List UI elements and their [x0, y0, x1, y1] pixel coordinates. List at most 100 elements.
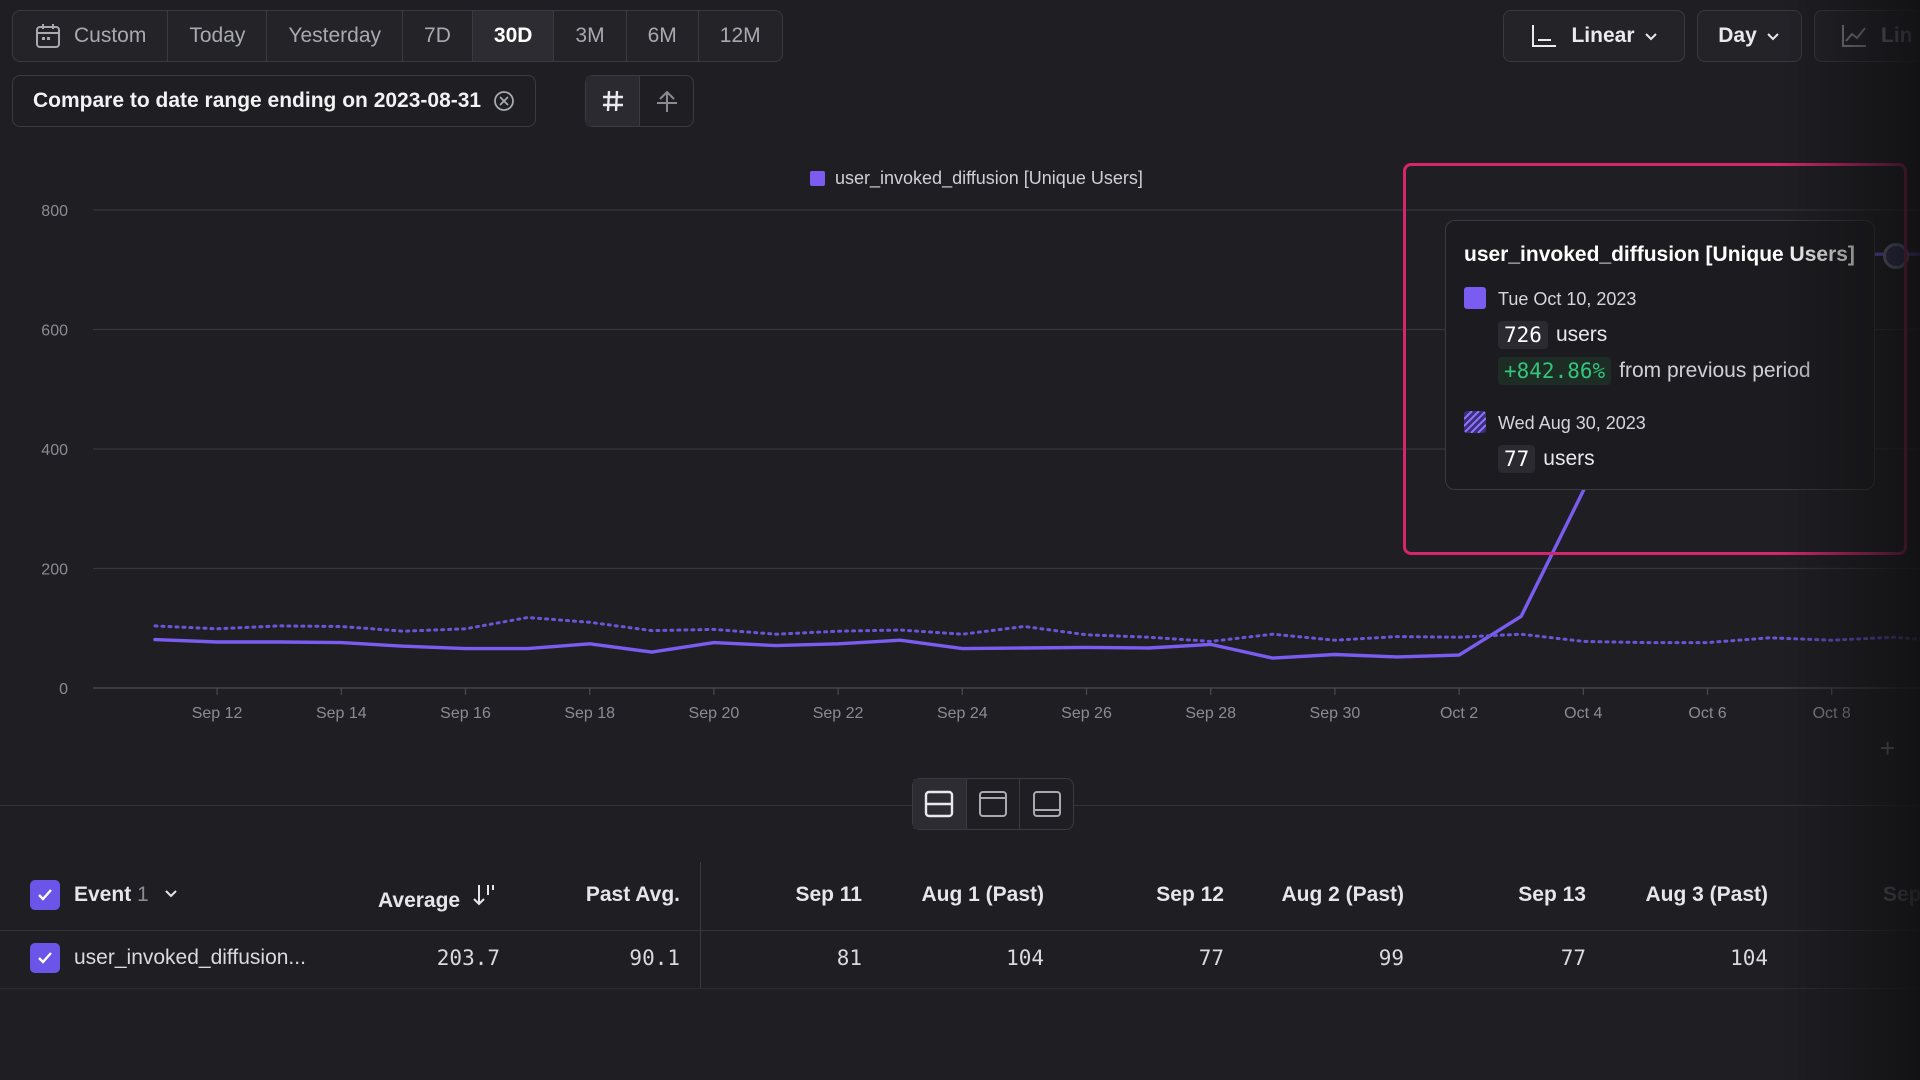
x-tick-label: Sep 18	[564, 705, 615, 722]
x-tick-label: Oct 6	[1688, 705, 1726, 722]
interval-label: Day	[1718, 24, 1757, 47]
range-today-button[interactable]: Today	[168, 11, 268, 61]
pin-up-icon	[656, 90, 677, 112]
series-line-previous	[153, 616, 1920, 645]
tooltip-current-value-row: 726 users	[1498, 321, 1607, 349]
row-cell-aug-3-past: 104	[1730, 946, 1768, 970]
line-chart-icon	[1842, 25, 1866, 47]
chevron-down-icon	[1644, 33, 1657, 41]
column-divider	[700, 862, 701, 988]
range-yesterday-button[interactable]: Yesterday	[267, 11, 404, 61]
range-custom-button[interactable]: Custom	[13, 11, 169, 61]
x-tick-label: Sep 26	[1061, 705, 1112, 722]
x-tick-label: Sep 24	[937, 705, 988, 722]
row-event-name[interactable]: user_invoked_diffusion...	[74, 946, 306, 969]
col-header-aug-1-past[interactable]: Aug 1 (Past)	[921, 883, 1044, 906]
x-tick-label: Sep 30	[1310, 705, 1361, 722]
table-only-view-button[interactable]	[1020, 779, 1073, 829]
header-divider	[0, 930, 1920, 931]
tooltip-change-text: from previous period	[1619, 359, 1811, 382]
x-tick-label: Oct 4	[1564, 705, 1602, 722]
tooltip-previous-swatch	[1464, 411, 1486, 433]
chevron-down-icon	[1767, 33, 1779, 41]
compare-date-range-chip[interactable]: Compare to date range ending on 2023-08-…	[12, 75, 537, 127]
check-icon	[38, 952, 52, 964]
y-tick-label: 400	[41, 442, 68, 459]
x-tick-label: Sep 14	[316, 705, 367, 722]
show-values-toggle[interactable]	[586, 76, 640, 126]
x-tick-label: Sep 16	[440, 705, 491, 722]
tooltip-previous-date: Wed Aug 30, 2023	[1498, 413, 1646, 433]
split-layout-icon	[925, 790, 954, 818]
x-tick-label: Sep 20	[689, 705, 740, 722]
chart-legend[interactable]: user_invoked_diffusion [Unique Users]	[810, 168, 1143, 189]
row-cell-sep-12: 77	[1198, 946, 1224, 970]
range-30d-button[interactable]: 30D	[472, 11, 555, 61]
scale-dropdown[interactable]: Linear	[1503, 10, 1685, 62]
tooltip-previous-unit: users	[1543, 447, 1595, 470]
past-avg-column-header[interactable]: Past Avg.	[585, 883, 680, 906]
hash-icon	[602, 90, 623, 112]
row-checkbox[interactable]	[30, 943, 60, 973]
chevron-down-icon	[164, 890, 177, 898]
x-tick-label: Sep 22	[813, 705, 864, 722]
row-cell-sep-11: 81	[836, 946, 862, 970]
tooltip-previous-value-row: 77 users	[1498, 445, 1595, 473]
col-header-aug-2-past[interactable]: Aug 2 (Past)	[1281, 883, 1404, 906]
x-tick-label: Oct 8	[1813, 705, 1851, 722]
y-tick-label: 0	[59, 681, 68, 698]
interval-dropdown[interactable]: Day	[1697, 10, 1802, 62]
event-header-label: Event	[74, 883, 132, 906]
check-icon	[38, 889, 52, 901]
event-column-header[interactable]: Event 1	[74, 883, 179, 907]
split-view-button[interactable]	[913, 779, 967, 829]
average-header-label: Average	[378, 889, 461, 912]
range-3m-button[interactable]: 3M	[554, 11, 627, 61]
col-header-sep-partial[interactable]: Sep	[1883, 883, 1920, 906]
compare-label: Compare to date range ending on 2023-08-…	[33, 89, 482, 112]
y-tick-label: 600	[41, 323, 68, 340]
x-tick-label: Sep 28	[1185, 705, 1236, 722]
col-header-aug-3-past[interactable]: Aug 3 (Past)	[1645, 883, 1768, 906]
legend-swatch	[810, 171, 825, 186]
row-past-avg: 90.1	[629, 946, 680, 970]
calendar-icon	[36, 24, 60, 48]
legend-label: user_invoked_diffusion [Unique Users]	[835, 168, 1143, 188]
tooltip-title: user_invoked_diffusion [Unique Users]	[1464, 243, 1855, 266]
top-panel-icon	[979, 791, 1007, 817]
col-header-sep-11[interactable]: Sep 11	[795, 883, 862, 906]
y-tick-label: 200	[41, 562, 68, 579]
range-6m-button[interactable]: 6M	[627, 11, 699, 61]
range-custom-label: Custom	[74, 24, 147, 47]
chart-only-view-button[interactable]	[967, 779, 1021, 829]
x-tick-label: Sep 12	[192, 705, 243, 722]
axis-icon	[1532, 25, 1557, 47]
chart-type-dropdown[interactable]: Lin	[1814, 10, 1920, 62]
add-annotation-icon[interactable]: +	[1880, 733, 1896, 763]
x-tick-label: Oct 2	[1440, 705, 1478, 722]
select-all-checkbox[interactable]	[30, 880, 60, 910]
average-column-header[interactable]: Average	[378, 883, 498, 913]
date-range-selector: Custom Today Yesterday 7D 30D 3M 6M 12M	[12, 10, 783, 62]
range-12m-button[interactable]: 12M	[719, 24, 761, 47]
tooltip-change-row: +842.86% from previous period	[1498, 357, 1811, 385]
tooltip-previous-value: 77	[1498, 445, 1536, 473]
event-count: 1	[137, 883, 149, 906]
tooltip-current-unit: users	[1555, 323, 1608, 346]
sort-desc-icon	[473, 885, 494, 906]
close-circle-icon[interactable]	[493, 90, 515, 112]
row-divider	[0, 988, 1920, 989]
annotation-toggle[interactable]	[640, 76, 693, 126]
tooltip-current-date: Tue Oct 10, 2023	[1498, 289, 1637, 309]
col-header-sep-12[interactable]: Sep 12	[1156, 883, 1224, 906]
tooltip-change-value: +842.86%	[1498, 357, 1612, 385]
range-7d-button[interactable]: 7D	[403, 11, 473, 61]
chart-tooltip: user_invoked_diffusion [Unique Users] Tu…	[1445, 220, 1875, 490]
bottom-panel-icon	[1032, 791, 1061, 817]
row-cell-sep-13: 77	[1560, 946, 1586, 970]
chart-type-label: Lin	[1881, 24, 1913, 47]
col-header-sep-13[interactable]: Sep 13	[1518, 883, 1586, 906]
tooltip-current-value: 726	[1498, 321, 1548, 349]
y-tick-label: 800	[41, 203, 68, 220]
tooltip-current-swatch	[1464, 287, 1486, 309]
